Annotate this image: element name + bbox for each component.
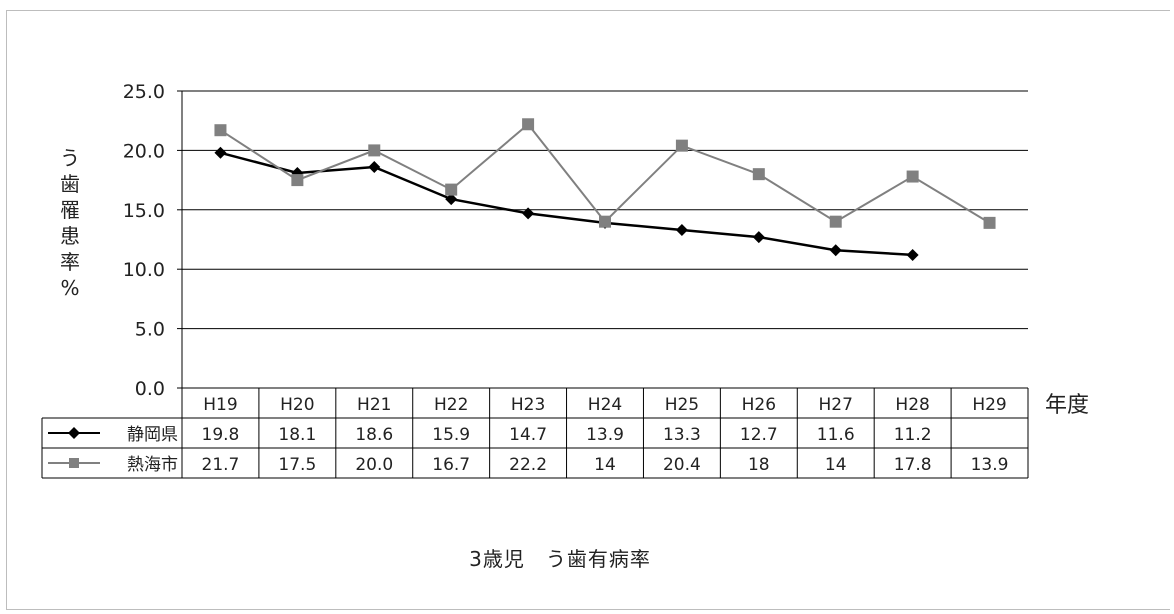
legend-key-marker [69, 458, 79, 468]
data-point [445, 193, 458, 206]
data-point [983, 216, 996, 229]
x-category-label: H23 [511, 395, 545, 415]
data-point [291, 174, 304, 187]
data-point [368, 144, 381, 157]
data-point [214, 124, 227, 137]
x-category-label: H22 [434, 395, 468, 415]
table-value: 16.7 [432, 455, 470, 475]
table-value: 11.6 [817, 425, 855, 445]
data-point [522, 207, 535, 220]
x-category-label: H19 [203, 395, 237, 415]
table-value: 15.9 [432, 425, 470, 445]
y-tick-label: 10.0 [123, 259, 165, 281]
x-category-label: H24 [588, 395, 622, 415]
table-value: 20.0 [355, 455, 393, 475]
table-value: 21.7 [202, 455, 240, 475]
x-category-label: H25 [665, 395, 699, 415]
x-category-label: H21 [357, 395, 391, 415]
y-tick-label: 25.0 [123, 81, 165, 103]
y-tick-label: 5.0 [135, 319, 165, 341]
data-point [445, 183, 458, 196]
x-axis-label: 年度 [1045, 393, 1089, 418]
y-axis-label-char: 率 [60, 250, 80, 274]
table-value: 14 [594, 455, 616, 475]
data-point [214, 146, 227, 159]
table-value: 11.2 [894, 425, 932, 445]
table-value: 19.8 [202, 425, 240, 445]
data-point [829, 215, 842, 228]
data-point [368, 161, 381, 174]
x-category-label: H29 [972, 395, 1006, 415]
table-value: 14 [825, 455, 847, 475]
table-value: 14.7 [509, 425, 547, 445]
table-value: 17.5 [278, 455, 316, 475]
legend-series-name: 静岡県 [127, 425, 178, 445]
data-point [906, 248, 919, 261]
table-value: 18.6 [355, 425, 393, 445]
table-value: 20.4 [663, 455, 701, 475]
y-tick-label: 15.0 [123, 200, 165, 222]
table-value: 12.7 [740, 425, 778, 445]
table-value: 22.2 [509, 455, 547, 475]
legend-series-name: 熱海市 [127, 455, 178, 475]
data-point [752, 231, 765, 244]
table-value: 17.8 [894, 455, 932, 475]
x-category-label: H28 [895, 395, 929, 415]
table-value: 18 [748, 455, 770, 475]
y-axis-label-char: 患 [60, 224, 80, 248]
chart-frame [6, 10, 1170, 610]
data-point [829, 244, 842, 257]
chart-title: 3歳児 う歯有病率 [469, 547, 651, 571]
series-line [219, 122, 991, 224]
x-category-label: H27 [819, 395, 853, 415]
data-point [599, 215, 611, 228]
data-point [522, 118, 535, 131]
table-value: 13.9 [586, 425, 624, 445]
y-axis-label-char: う [60, 146, 80, 170]
y-tick-label: 20.0 [123, 140, 165, 162]
table-value: 18.1 [278, 425, 316, 445]
data-point [675, 139, 688, 152]
series-line [220, 151, 913, 257]
x-category-label: H26 [742, 395, 776, 415]
y-tick-label: 0.0 [135, 378, 165, 400]
data-point [675, 223, 688, 236]
y-axis-label-char: 罹 [60, 198, 80, 222]
legend-key-marker [68, 427, 80, 439]
y-axis-label-char: % [60, 276, 79, 300]
data-point [752, 168, 765, 181]
table-value: 13.9 [971, 455, 1009, 475]
y-axis-label-char: 歯 [60, 172, 80, 196]
table-value: 13.3 [663, 425, 701, 445]
x-category-label: H20 [280, 395, 314, 415]
data-point [906, 170, 919, 183]
